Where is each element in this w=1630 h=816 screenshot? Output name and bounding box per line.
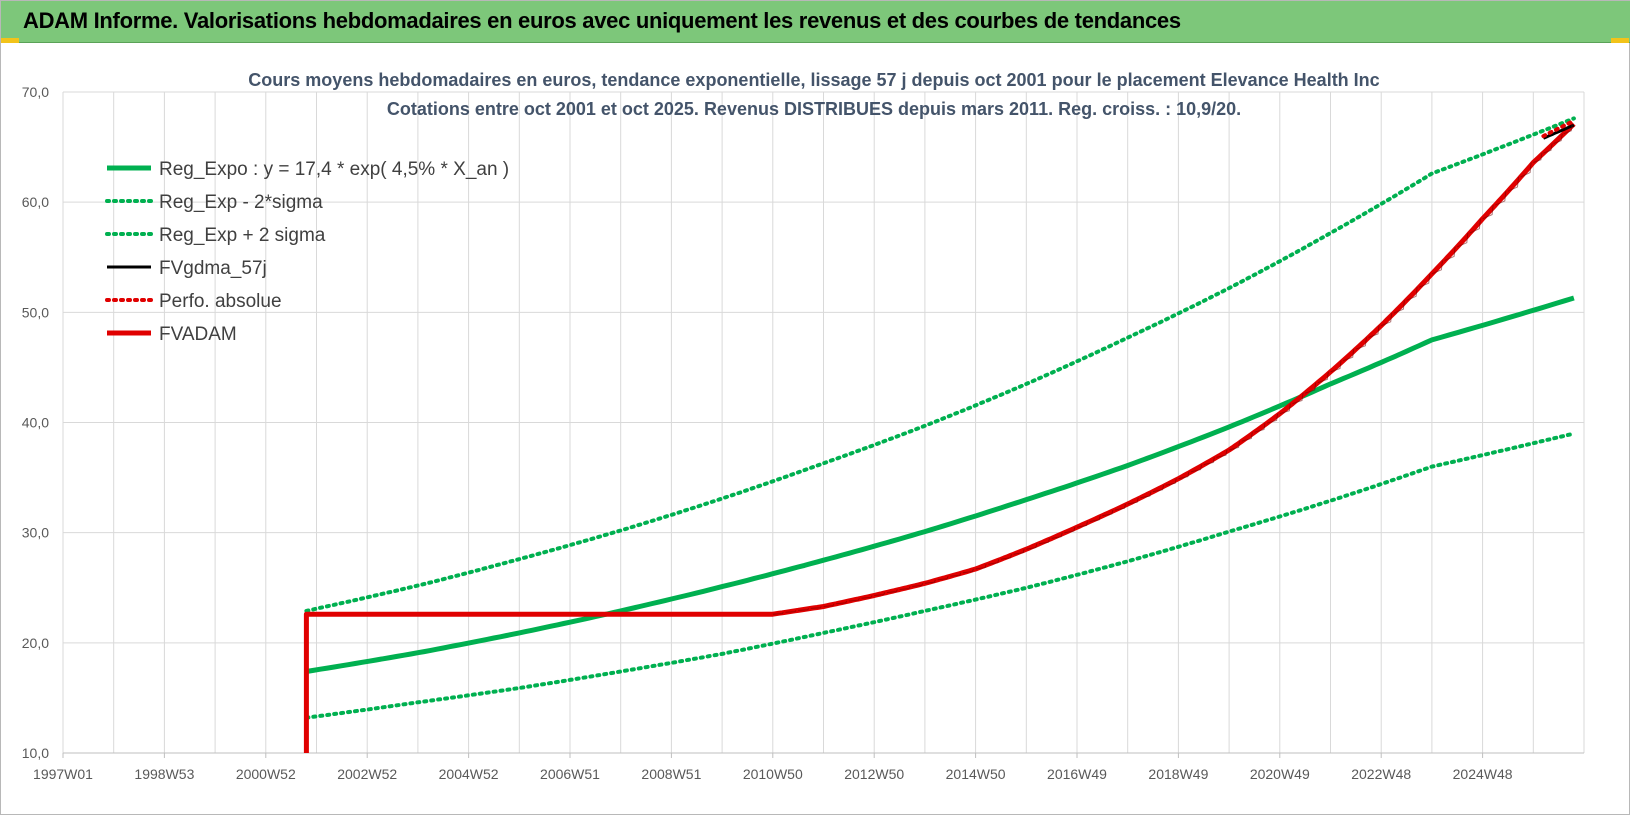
series-line-reg_exp bbox=[304, 431, 1576, 720]
report-banner: ADAM Informe. Valorisations hebdomadaire… bbox=[1, 1, 1630, 43]
chart-subtitle: Cotations entre oct 2001 et oct 2025. Re… bbox=[387, 99, 1241, 119]
legend-label: Reg_Expo : y = 17,4 * exp( 4,5% * X_an ) bbox=[159, 159, 509, 180]
x-tick-label: 2016W49 bbox=[1047, 766, 1107, 782]
x-tick-label: 2010W50 bbox=[743, 766, 803, 782]
series-line-perfo bbox=[1541, 118, 1576, 139]
y-tick-label: 30,0 bbox=[22, 525, 49, 541]
x-tick-label: 1998W53 bbox=[134, 766, 194, 782]
legend-label: Perfo. absolue bbox=[159, 291, 282, 312]
line-chart: 10,0 20,0 30,0 40,0 50,0 60,0 70,0 1997W01 1998W… bbox=[22, 70, 1585, 782]
x-tick-label: 2024W48 bbox=[1453, 766, 1513, 782]
legend-label: FVgdma_57j bbox=[159, 258, 267, 279]
x-tick-label: 2006W51 bbox=[540, 766, 600, 782]
chart-title: Cours moyens hebdomadaires en euros, ten… bbox=[248, 70, 1379, 90]
series-line-reg_exp bbox=[304, 116, 1576, 613]
x-tick-label: 2002W52 bbox=[337, 766, 397, 782]
fvadam-dividend-steps bbox=[772, 123, 1573, 615]
series-line-fvgdma_57j bbox=[1542, 123, 1575, 140]
y-tick-label: 70,0 bbox=[22, 84, 49, 100]
axes: 10,0 20,0 30,0 40,0 50,0 60,0 70,0 1997W01 1998W… bbox=[22, 84, 1584, 782]
y-tick-label: 20,0 bbox=[22, 635, 49, 651]
x-tick-label: 2014W50 bbox=[946, 766, 1006, 782]
series-lines bbox=[303, 116, 1576, 753]
y-tick-label: 10,0 bbox=[22, 745, 49, 761]
report-title: ADAM Informe. Valorisations hebdomadaire… bbox=[23, 8, 1181, 33]
legend-label: Reg_Exp + 2 sigma bbox=[159, 225, 326, 246]
legend-label: FVADAM bbox=[159, 324, 237, 345]
x-tick-label: 2020W49 bbox=[1250, 766, 1310, 782]
x-tick-label: 2008W51 bbox=[641, 766, 701, 782]
legend-label: Reg_Exp - 2*sigma bbox=[159, 192, 323, 213]
legend: Reg_Expo : y = 17,4 * exp( 4,5% * X_an )… bbox=[105, 159, 509, 345]
x-tick-label: 2018W49 bbox=[1148, 766, 1208, 782]
series-line-fvadam bbox=[303, 122, 1576, 753]
x-tick-label: 1997W01 bbox=[33, 766, 93, 782]
grid-lines bbox=[62, 91, 1585, 754]
y-tick-label: 40,0 bbox=[22, 415, 49, 431]
y-tick-label: 60,0 bbox=[22, 194, 49, 210]
corner-marker-top-left bbox=[1, 38, 19, 43]
x-tick-label: 2000W52 bbox=[236, 766, 296, 782]
x-tick-label: 2022W48 bbox=[1351, 766, 1411, 782]
x-tick-label: 2012W50 bbox=[844, 766, 904, 782]
y-tick-label: 50,0 bbox=[22, 304, 49, 320]
corner-marker-top-right bbox=[1611, 38, 1629, 43]
x-tick-label: 2004W52 bbox=[439, 766, 499, 782]
series-line-reg_expo bbox=[306, 295, 1575, 674]
